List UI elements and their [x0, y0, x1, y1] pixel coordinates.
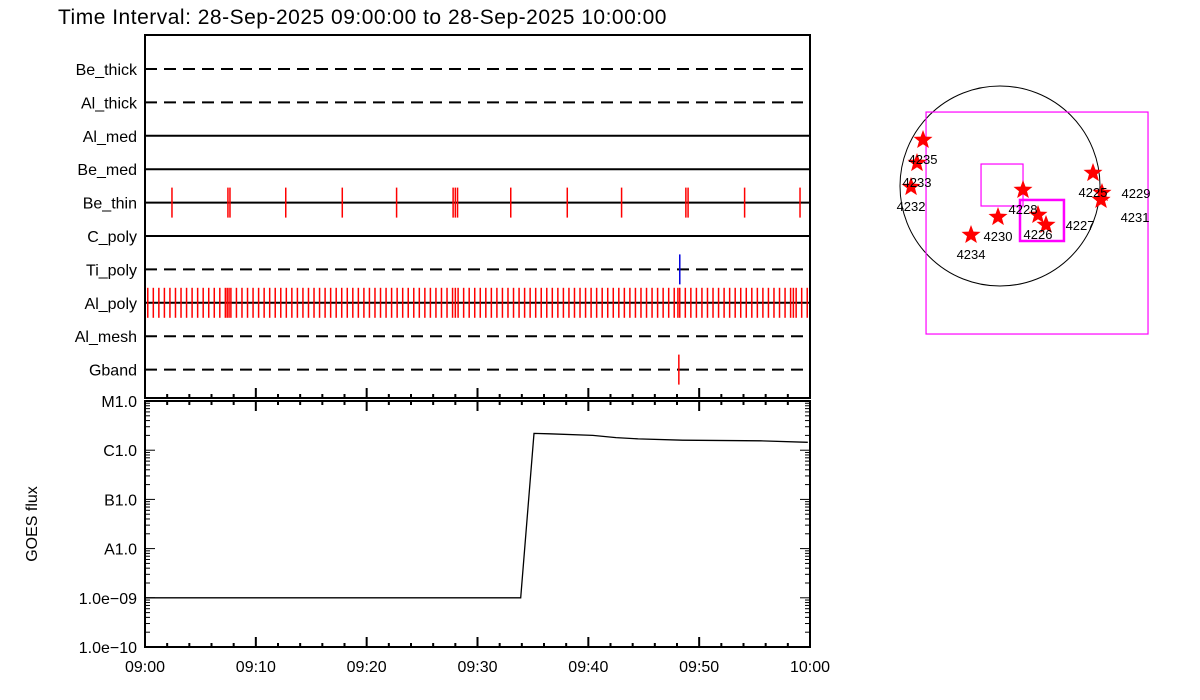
- active-region-label: 4234: [957, 247, 986, 262]
- x-tick-label: 09:00: [125, 659, 165, 676]
- fov-box: [980, 163, 1024, 207]
- active-region-star-icon: [961, 225, 981, 243]
- timeline-frame: [144, 34, 811, 399]
- row-label-al_poly: Al_poly: [85, 296, 137, 313]
- solar-limb: [899, 85, 1101, 287]
- active-region-star-icon: [988, 207, 1008, 226]
- y-tick-label: C1.0: [103, 443, 137, 460]
- fov-box: [1018, 198, 1066, 243]
- active-region-label: 4227: [1066, 218, 1095, 233]
- figure-title: Time Interval: 28-Sep-2025 09:00:00 to 2…: [58, 6, 667, 29]
- active-region-label: 4230: [984, 229, 1013, 244]
- x-tick-label: 09:40: [568, 659, 608, 676]
- row-label-gband: Gband: [89, 363, 137, 380]
- goes-flux-panel: M1.0 C1.0 B1.0 A1.0 1.0e−09 1.0e−10 09:00 09:10…: [24, 394, 830, 676]
- active-region-label: 4228: [1009, 202, 1038, 217]
- active-region-star-icon: [1028, 205, 1048, 223]
- active-region-star-icon: [1091, 190, 1111, 208]
- goes-flux-line: [145, 432, 808, 599]
- fov-box: [925, 111, 1149, 335]
- solar-disk-map: 4235 4233 4232 4228 4230 4234 4226 4227 4225 4229…: [897, 85, 1151, 335]
- row-label-al_thick: Al_thick: [81, 95, 138, 112]
- active-region-star-icon: [907, 153, 927, 172]
- goes-frame: [144, 400, 811, 648]
- filter-timeline-panel: Be_thick Al_thick Al_med Be_med Be_thin C_pol…: [75, 34, 811, 399]
- active-region-star-icon: [1013, 180, 1033, 198]
- x-tick-label: 09:20: [347, 659, 387, 676]
- active-region-label: 4231: [1121, 210, 1150, 225]
- row-label-al_mesh: Al_mesh: [75, 329, 137, 346]
- active-region-star-icon: [901, 177, 921, 196]
- row-label-c_poly: C_poly: [87, 229, 137, 246]
- y-tick-label: A1.0: [104, 542, 137, 559]
- active-region-star-icon: [1083, 163, 1103, 182]
- y-tick-label: M1.0: [101, 394, 137, 411]
- active-region-label: 4232: [897, 199, 926, 214]
- y-tick-label: 1.0e−10: [79, 640, 137, 657]
- row-label-be_thin: Be_thin: [83, 196, 137, 213]
- row-label-ti_poly: Ti_poly: [86, 262, 137, 279]
- row-label-al_med: Al_med: [83, 129, 137, 146]
- x-tick-label: 10:00: [790, 659, 830, 676]
- active-region-label: 4235: [909, 152, 938, 167]
- active-region-star-icon: [1036, 215, 1056, 233]
- x-tick-label: 09:50: [679, 659, 719, 676]
- y-axis-label: GOES flux: [24, 486, 41, 562]
- y-tick-label: 1.0e−09: [79, 591, 137, 608]
- active-region-star-icon: [1092, 183, 1112, 202]
- active-region-star-icon: [913, 130, 933, 148]
- active-region-label: 4226: [1024, 227, 1053, 242]
- row-label-be_med: Be_med: [77, 162, 137, 179]
- y-tick-label: B1.0: [104, 492, 137, 509]
- x-tick-label: 09:30: [457, 659, 497, 676]
- active-region-label: 4229: [1122, 186, 1151, 201]
- row-label-be_thick: Be_thick: [76, 62, 138, 79]
- active-region-label: 4233: [903, 175, 932, 190]
- active-region-label: 4225: [1079, 185, 1108, 200]
- x-tick-label: 09:10: [236, 659, 276, 676]
